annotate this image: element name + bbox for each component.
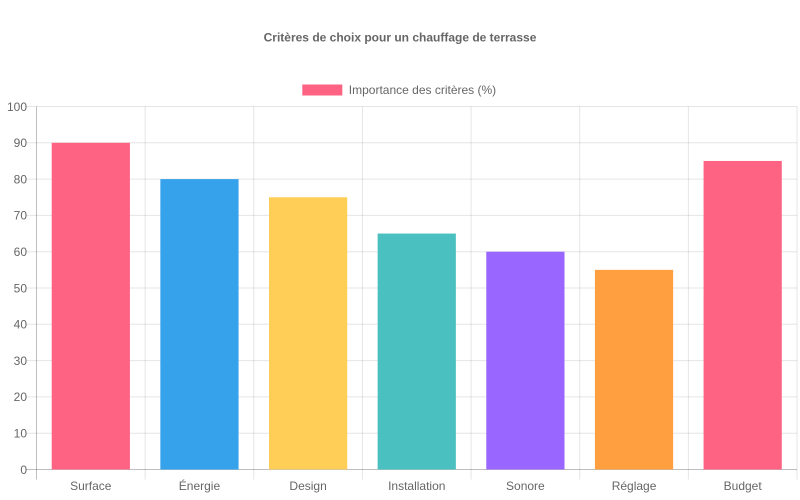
svg-text:Réglage: Réglage	[612, 479, 657, 493]
svg-text:30: 30	[14, 354, 28, 368]
svg-text:Énergie: Énergie	[179, 478, 221, 493]
svg-text:Sonore: Sonore	[506, 479, 545, 493]
svg-text:Critères de choix pour un chau: Critères de choix pour un chauffage de t…	[264, 31, 537, 45]
svg-text:Importance des critères (%): Importance des critères (%)	[349, 83, 496, 97]
svg-text:90: 90	[14, 136, 28, 150]
svg-text:20: 20	[14, 390, 28, 404]
svg-text:Design: Design	[289, 479, 326, 493]
svg-text:100: 100	[7, 100, 27, 114]
svg-text:80: 80	[14, 172, 28, 186]
svg-text:0: 0	[20, 463, 27, 477]
svg-text:60: 60	[14, 245, 28, 259]
svg-text:40: 40	[14, 318, 28, 332]
svg-text:50: 50	[14, 281, 28, 295]
svg-text:Installation: Installation	[388, 479, 445, 493]
svg-text:70: 70	[14, 209, 28, 223]
svg-text:Budget: Budget	[724, 479, 763, 493]
svg-text:Surface: Surface	[70, 479, 112, 493]
svg-text:10: 10	[14, 427, 28, 441]
